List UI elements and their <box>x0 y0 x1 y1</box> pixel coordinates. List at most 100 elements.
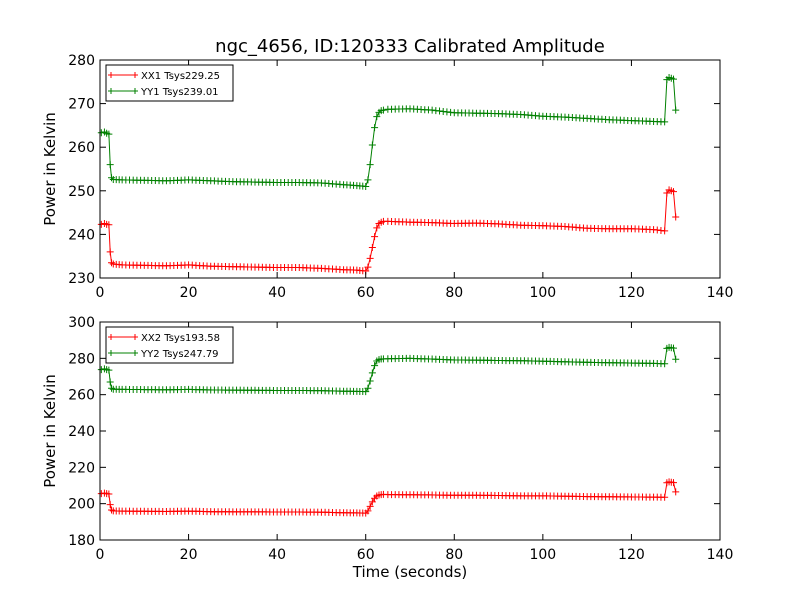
lower-plot-panel: 0 20 40 60 80 100 120 140 180 200 220 240 260 280 300 P… <box>41 315 733 581</box>
legend-swatch-marker <box>108 350 114 356</box>
y-tick-label: 250 <box>68 184 95 200</box>
data-point-marker <box>108 384 116 392</box>
x-tick-label: 80 <box>445 285 463 301</box>
legend-box <box>105 326 234 364</box>
legend-swatch-marker <box>108 334 114 340</box>
data-point-marker <box>373 224 381 232</box>
data-point-marker <box>661 360 669 368</box>
chart-title: ngc_4656, ID:120333 Calibrated Amplitude <box>215 36 605 57</box>
data-point-marker <box>371 233 379 241</box>
legend-swatch-marker <box>132 334 138 340</box>
legend-swatch-marker <box>108 88 114 94</box>
data-point-marker <box>368 141 376 149</box>
legend: XX1 Tsys229.25 YY1 Tsys239.01 <box>105 64 234 102</box>
data-point-marker <box>670 479 677 487</box>
data-point-marker <box>670 344 677 352</box>
data-point-marker <box>661 227 669 235</box>
data-point-marker <box>368 369 376 377</box>
legend-swatch-marker <box>108 72 114 78</box>
y-tick-label: 270 <box>68 97 95 113</box>
legend: XX2 Tsys193.58 YY2 Tsys247.79 <box>105 326 234 364</box>
data-point-marker <box>364 263 372 271</box>
x-tick-label: 40 <box>268 547 286 563</box>
x-tick-label: 20 <box>180 547 198 563</box>
y-axis-label: Power in Kelvin <box>41 112 59 226</box>
series-2 <box>97 73 680 190</box>
data-point-marker <box>368 243 376 251</box>
data-point-marker <box>105 221 113 229</box>
y-axis-label: Power in Kelvin <box>41 374 59 488</box>
data-point-marker <box>366 161 374 169</box>
data-point-marker <box>108 506 116 514</box>
x-tick-label: 60 <box>357 285 375 301</box>
data-point-marker <box>670 188 677 196</box>
y-tick-label: 200 <box>68 497 95 513</box>
upper-plot-panel: 0 20 40 60 80 100 120 140 230 240 250 260 270 280 Powe… <box>41 53 733 301</box>
axes-frame <box>99 59 721 279</box>
x-tick-label: 100 <box>529 285 556 301</box>
data-point-marker <box>661 118 669 126</box>
y-tick-label: 240 <box>68 424 95 440</box>
data-point-marker <box>362 182 370 190</box>
legend-swatch-marker <box>132 88 138 94</box>
series-1 <box>97 186 680 275</box>
data-point-marker <box>672 488 680 496</box>
x-tick-label: 120 <box>618 547 645 563</box>
data-point-marker <box>661 493 669 501</box>
x-tick-label: 0 <box>96 285 105 301</box>
x-tick-label: 0 <box>96 547 105 563</box>
data-point-marker <box>373 113 381 121</box>
x-tick-label: 20 <box>180 285 198 301</box>
x-tick-label: 60 <box>357 547 375 563</box>
data-point-marker <box>366 377 374 385</box>
data-point-marker <box>108 174 116 182</box>
x-tick-label: 100 <box>529 547 556 563</box>
legend-swatch-marker <box>132 350 138 356</box>
y-tick-label: 230 <box>68 271 95 287</box>
data-point-marker <box>364 384 372 392</box>
data-point-marker <box>672 213 680 221</box>
y-tick-label: 260 <box>68 388 95 404</box>
y-tick-label: 280 <box>68 53 95 69</box>
data-point-marker <box>366 502 374 510</box>
series-1 <box>97 478 680 517</box>
data-point-marker <box>106 378 114 386</box>
x-tick-label: 80 <box>445 547 463 563</box>
data-point-marker <box>672 106 680 114</box>
y-tick-label: 180 <box>68 533 95 549</box>
data-point-marker <box>105 490 113 498</box>
data-point-marker <box>108 259 116 267</box>
data-point-marker <box>106 501 114 509</box>
data-point-marker <box>364 176 372 184</box>
legend-label: XX2 Tsys193.58 <box>141 333 220 344</box>
data-point-marker <box>379 106 387 114</box>
data-point-marker <box>106 161 114 169</box>
legend-label: XX1 Tsys229.25 <box>141 71 220 82</box>
x-tick-label: 40 <box>268 285 286 301</box>
data-point-marker <box>105 366 113 374</box>
data-point-marker <box>368 498 376 506</box>
x-tick-label: 140 <box>707 547 734 563</box>
y-tick-label: 240 <box>68 227 95 243</box>
data-point-marker <box>371 362 379 370</box>
data-point-marker <box>672 355 680 363</box>
y-tick-label: 300 <box>68 315 95 331</box>
data-point-marker <box>106 248 114 256</box>
data-point-marker <box>105 130 113 138</box>
y-tick-label: 260 <box>68 140 95 156</box>
data-point-marker <box>364 507 372 515</box>
legend-label: YY1 Tsys239.01 <box>140 87 219 98</box>
data-point-marker <box>366 254 374 262</box>
legend-box <box>105 64 234 102</box>
legend-label: YY2 Tsys247.79 <box>140 349 219 360</box>
data-point-marker <box>670 75 677 83</box>
x-tick-label: 120 <box>618 285 645 301</box>
data-point-marker <box>371 124 379 132</box>
series-2 <box>97 343 680 396</box>
legend-swatch-marker <box>132 72 138 78</box>
y-tick-label: 280 <box>68 351 95 367</box>
x-tick-label: 140 <box>707 285 734 301</box>
y-tick-label: 220 <box>68 460 95 476</box>
x-axis-label: Time (seconds) <box>352 563 468 581</box>
